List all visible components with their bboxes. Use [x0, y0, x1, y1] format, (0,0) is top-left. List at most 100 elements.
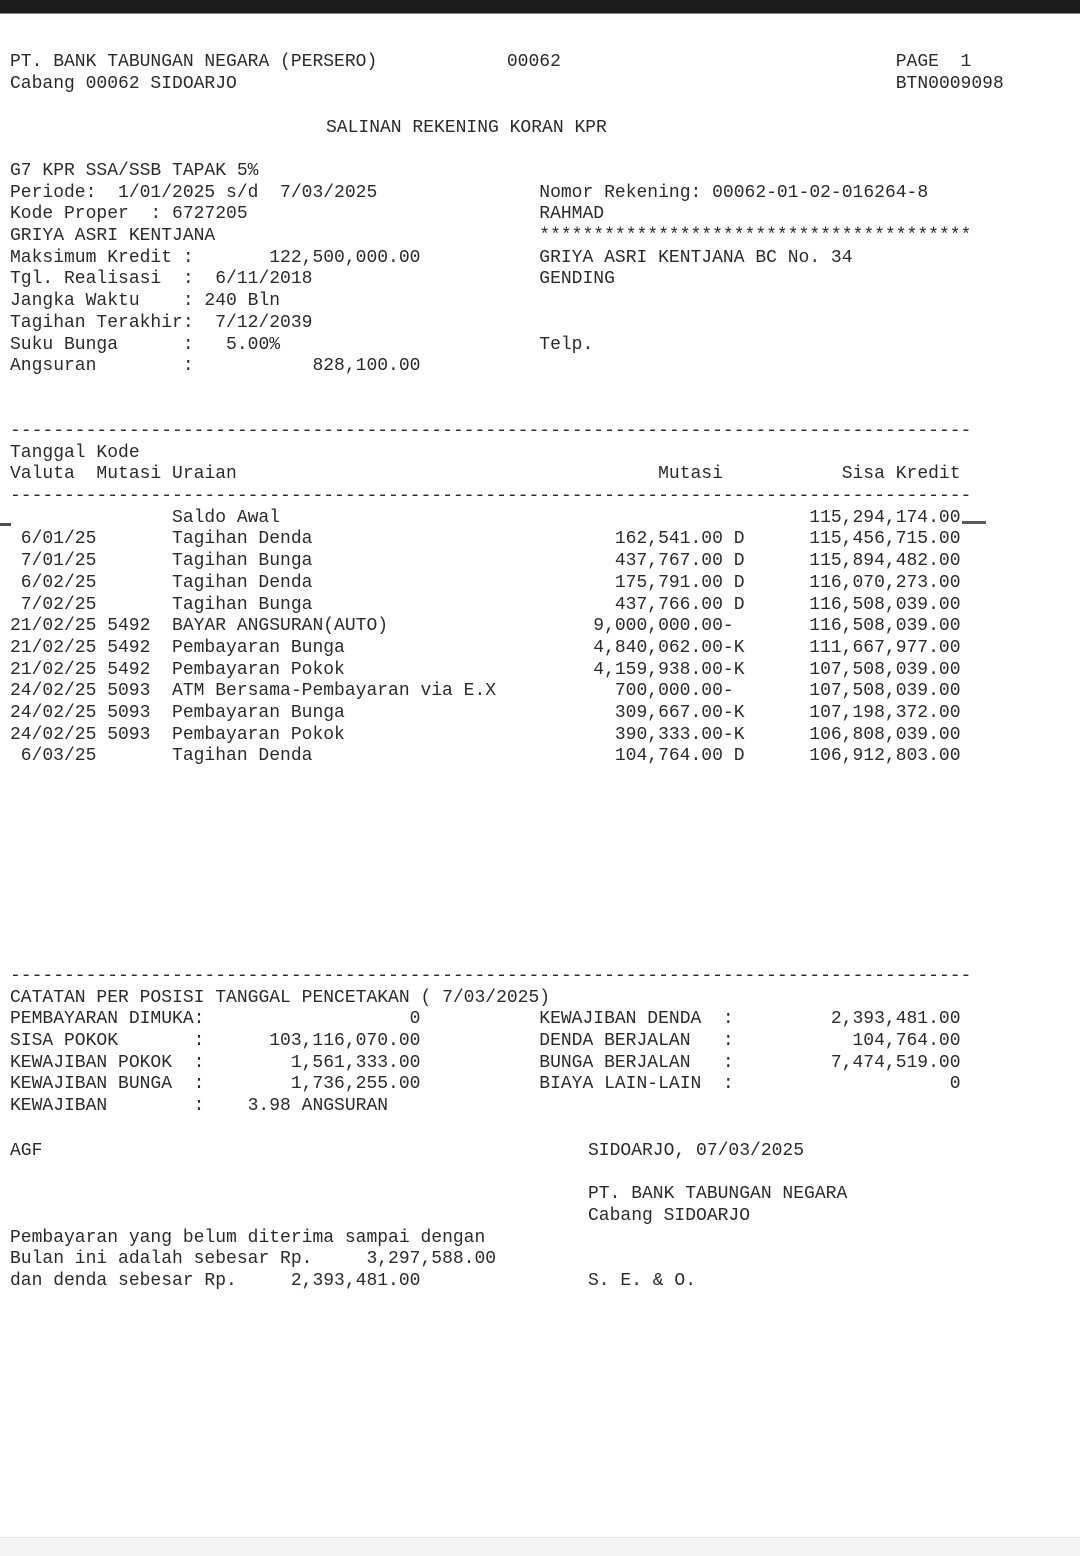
valuta-date-cell: 24/02/25	[10, 724, 97, 745]
catatan-right-label: BIAYA LAIN-LAIN :	[539, 1074, 734, 1095]
mutasi-flag-cell: -K	[722, 659, 745, 680]
account-info-line: Tagihan Terakhir: 7/12/2039	[10, 313, 971, 335]
seo-label: S. E. & O.	[588, 1271, 697, 1291]
transaction-row: 21/02/25 5492 Pembayaran Bunga 4,840,062.00…	[10, 638, 971, 660]
account-info-left: GRIYA ASRI KENTJANA	[10, 226, 216, 247]
kode-mutasi-cell: 5093	[107, 724, 151, 745]
transaction-row: 21/02/25 5492 Pembayaran Pokok 4,159,938.00…	[10, 660, 971, 682]
catatan-row: SISA POKOK : 103,116,070.00 DENDA BERJALAN…	[10, 1031, 971, 1053]
transaction-row: Saldo Awal 115,294,174.00	[10, 508, 971, 530]
sisa-kredit-cell: 116,508,039.00	[809, 594, 961, 615]
column-header-mutasi: Mutasi	[658, 464, 723, 485]
mutasi-flag-cell: D	[722, 746, 745, 767]
sisa-kredit-cell: 116,508,039.00	[809, 616, 961, 637]
catatan-left-value: 3.98 ANGSURAN	[204, 1096, 389, 1117]
valuta-date-cell: 21/02/25	[10, 659, 97, 680]
catatan-right-value: 2,393,481.00	[830, 1009, 961, 1030]
header-line-1: PT. BANK TABUNGAN NEGARA (PERSERO) 00062 P…	[10, 52, 1004, 74]
bank-name: PT. BANK TABUNGAN NEGARA (PERSERO)	[10, 52, 378, 72]
transaction-row: 7/01/25 Tagihan Bunga 437,767.00 D 115,894,…	[10, 551, 971, 573]
uraian-cell: Saldo Awal	[172, 507, 281, 528]
account-info-left: Suku Bunga : 5.00%	[10, 334, 281, 355]
catatan-right-label: BUNGA BERJALAN :	[539, 1052, 734, 1073]
catatan-separator: ----------------------------------------…	[10, 966, 972, 986]
mutasi-flag-cell: -K	[722, 724, 745, 745]
valuta-date-cell: 6/01/25	[20, 529, 97, 550]
catatan-left-label: KEWAJIBAN BUNGA :	[10, 1074, 205, 1095]
account-info-left: Maksimum Kredit : 122,500,000.00	[10, 247, 421, 268]
account-info-line: Angsuran : 828,100.00	[10, 356, 971, 378]
mutasi-amount-cell: 700,000.00	[614, 681, 723, 702]
mutasi-amount-cell: 390,333.00	[614, 724, 723, 745]
account-info: G7 KPR SSA/SSB TAPAK 5% Periode: 1/01/202…	[10, 161, 971, 378]
account-info-line: Suku Bunga : 5.00% Telp.	[10, 335, 971, 357]
catatan-left-label: KEWAJIBAN POKOK :	[10, 1052, 205, 1073]
kode-mutasi-cell: 5492	[107, 637, 151, 658]
table-separator-top: ----------------------------------------…	[10, 421, 972, 441]
transaction-row: 24/02/25 5093 Pembayaran Bunga 309,667.00-K…	[10, 703, 971, 725]
catatan-right-label: DENDA BERJALAN :	[539, 1031, 734, 1052]
column-header-sisa-kredit: Sisa Kredit	[841, 464, 961, 485]
transaction-row: 24/02/25 5093 Pembayaran Pokok 390,333.00-K…	[10, 725, 971, 747]
account-info-left: Jangka Waktu : 240 Bln	[10, 291, 281, 312]
page-number: PAGE 1	[895, 52, 972, 72]
catatan-row: KEWAJIBAN : 3.98 ANGSURAN	[10, 1096, 971, 1118]
uraian-cell: Tagihan Bunga	[172, 594, 313, 615]
valuta-date-cell: 24/02/25	[10, 702, 97, 723]
mutasi-amount-cell: 175,791.00	[614, 572, 723, 593]
sisa-kredit-cell: 115,894,482.00	[809, 551, 961, 572]
mutasi-amount-cell: 309,667.00	[614, 702, 723, 723]
branch-code: 00062	[506, 52, 561, 72]
kode-mutasi-cell: 5492	[107, 659, 151, 680]
sisa-kredit-cell: 115,294,174.00	[809, 507, 961, 528]
catatan-heading: CATATAN PER POSISI TANGGAL PENCETAKAN ( …	[10, 987, 551, 1008]
valuta-date-cell: 6/02/25	[20, 572, 97, 593]
doc-code: BTN0009098	[895, 73, 1004, 94]
signature-branch: Cabang SIDOARJO	[588, 1206, 751, 1226]
transaction-row: 7/02/25 Tagihan Bunga 437,766.00 D 116,508,…	[10, 595, 971, 617]
mutasi-flag-cell: -	[722, 616, 734, 637]
catatan-row: PEMBAYARAN DIMUKA: 0 KEWAJIBAN DENDA : 2,39…	[10, 1009, 971, 1031]
catatan-left-label: SISA POKOK :	[10, 1031, 205, 1052]
catatan-right-value: 104,764.00	[852, 1031, 961, 1052]
catatan-row: KEWAJIBAN BUNGA : 1,736,255.00 BIAYA LAIN-…	[10, 1074, 971, 1096]
sisa-kredit-cell: 116,070,273.00	[809, 572, 961, 593]
transaction-row: 24/02/25 5093 ATM Bersama-Pembayaran via E…	[10, 681, 971, 703]
mutasi-amount-cell: 9,000,000.00	[593, 616, 723, 637]
sisa-kredit-cell: 107,508,039.00	[809, 681, 961, 702]
valuta-date-cell: 21/02/25	[10, 616, 97, 637]
outstanding-note-line-3: dan denda sebesar Rp. 2,393,481.00	[10, 1271, 421, 1291]
table-header-line-2: Valuta Mutasi Uraian Mutasi Sisa Kredit	[10, 464, 971, 486]
mutasi-flag-cell: D	[722, 572, 745, 593]
valuta-date-cell: 6/03/25	[20, 746, 97, 767]
valuta-date-cell: 21/02/25	[10, 637, 97, 658]
account-info-line: GRIYA ASRI KENTJANA *********************…	[10, 226, 971, 248]
scan-artifact-right	[962, 521, 986, 524]
header-line-2: Cabang 00062 SIDOARJO BTN0009098	[10, 74, 1004, 96]
statement-table: ----------------------------------------…	[10, 421, 971, 768]
account-info-left: Periode: 1/01/2025 s/d 7/03/2025	[10, 182, 378, 203]
mutasi-flag-cell: D	[722, 551, 745, 572]
account-info-line: Periode: 1/01/2025 s/d 7/03/2025 Nomor Re…	[10, 183, 971, 205]
mutasi-flag-cell: -	[722, 681, 734, 702]
sisa-kredit-cell: 115,456,715.00	[809, 529, 961, 550]
valuta-date-cell: 7/02/25	[20, 594, 97, 615]
sisa-kredit-cell: 107,508,039.00	[809, 659, 961, 680]
kode-mutasi-cell: 5093	[107, 681, 151, 702]
account-info-line: Maksimum Kredit : 122,500,000.00 GRIYA AS…	[10, 248, 971, 270]
signature-bank-name: PT. BANK TABUNGAN NEGARA	[588, 1184, 848, 1204]
mutasi-flag-cell: -K	[722, 702, 745, 723]
uraian-cell: Tagihan Denda	[172, 572, 313, 593]
catatan-left-value: 1,561,333.00	[290, 1052, 421, 1073]
uraian-cell: ATM Bersama-Pembayaran via E.X	[172, 681, 497, 702]
mutasi-amount-cell: 104,764.00	[614, 746, 723, 767]
sisa-kredit-cell: 106,808,039.00	[809, 724, 961, 745]
account-info-right: ****************************************	[539, 226, 972, 247]
catatan-section: ----------------------------------------…	[10, 966, 971, 1118]
catatan-right-value: 0	[949, 1074, 961, 1095]
table-header-line-1: Tanggal Kode	[10, 442, 140, 463]
mutasi-amount-cell: 437,767.00	[614, 551, 723, 572]
transaction-row: 6/03/25 Tagihan Denda 104,764.00 D 106,912,…	[10, 746, 971, 768]
account-info-left: Tagihan Terakhir: 7/12/2039	[10, 312, 313, 333]
uraian-cell: Pembayaran Pokok	[172, 724, 345, 745]
